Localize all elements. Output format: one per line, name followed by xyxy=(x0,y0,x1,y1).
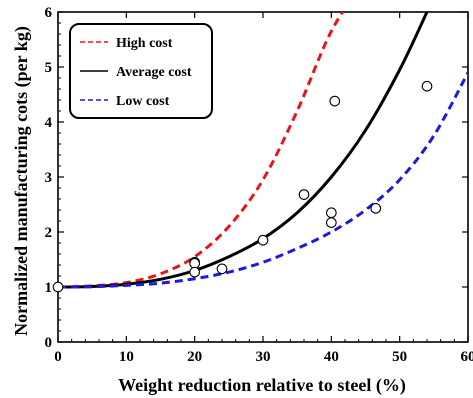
y-tick-label: 2 xyxy=(45,225,53,241)
legend-label-low-cost: Low cost xyxy=(116,94,170,109)
y-tick-label: 4 xyxy=(45,115,53,131)
data-point xyxy=(329,95,341,107)
data-point xyxy=(325,207,337,219)
x-tick-label: 30 xyxy=(256,349,271,365)
y-tick-label: 6 xyxy=(45,5,53,21)
x-tick-label: 40 xyxy=(324,349,339,365)
y-tick-label: 1 xyxy=(45,280,53,296)
low-cost-line xyxy=(58,71,468,289)
data-points xyxy=(52,80,433,293)
legend-box xyxy=(69,23,213,119)
data-point xyxy=(298,189,310,200)
legend: High cost Average cost Low cost xyxy=(69,23,213,119)
x-tick-label: 10 xyxy=(119,349,134,365)
data-point xyxy=(370,203,382,214)
x-tick-label: 20 xyxy=(187,349,202,365)
axis-ticks: 0 10 20 30 40 50 60 0 1 2 3 4 5 6 xyxy=(45,5,473,365)
y-tick-label: 0 xyxy=(45,335,53,351)
data-point xyxy=(421,80,433,92)
data-point xyxy=(257,234,269,246)
y-tick-label: 3 xyxy=(45,170,53,186)
x-tick-label: 50 xyxy=(392,349,407,365)
data-point xyxy=(189,258,201,269)
x-tick-label: 0 xyxy=(54,349,62,365)
data-point xyxy=(325,217,337,228)
y-axis-label: Normalized manufacturing cots (per kg) xyxy=(11,26,32,336)
data-point xyxy=(216,263,228,275)
x-axis-label: Weight reduction relative to steel (%) xyxy=(118,375,406,396)
legend-label-high-cost: High cost xyxy=(116,36,173,51)
series-lines xyxy=(58,12,468,289)
x-tick-label: 60 xyxy=(461,349,473,365)
data-point xyxy=(189,266,201,278)
y-tick-label: 5 xyxy=(45,60,53,76)
legend-label-average-cost: Average cost xyxy=(116,65,192,80)
data-point xyxy=(52,281,64,293)
